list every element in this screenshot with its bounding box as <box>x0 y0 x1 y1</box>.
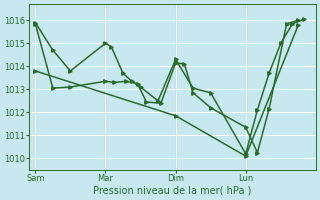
X-axis label: Pression niveau de la mer( hPa ): Pression niveau de la mer( hPa ) <box>93 186 252 196</box>
